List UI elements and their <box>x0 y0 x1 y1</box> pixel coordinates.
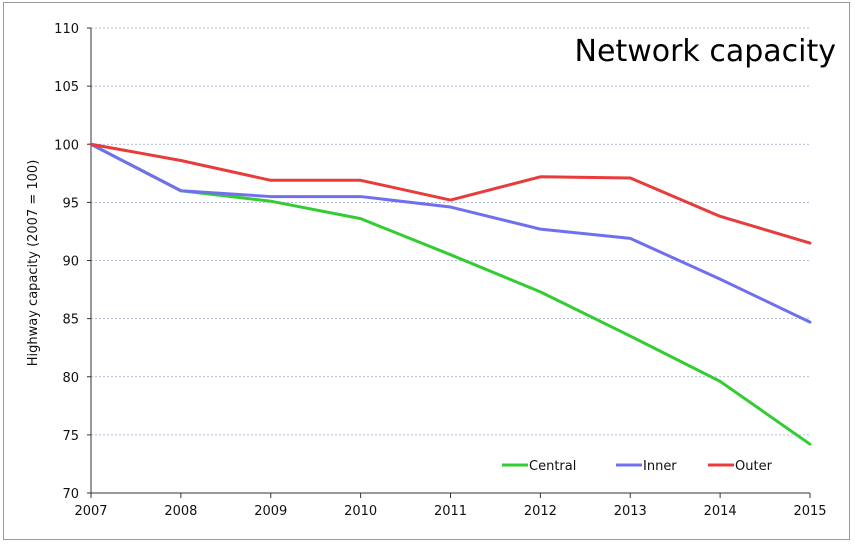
axes <box>87 27 811 498</box>
y-tick-label: 70 <box>62 487 79 502</box>
legend-label-central: Central <box>529 459 576 474</box>
y-axis-label: Highway capacity (2007 = 100) <box>26 160 41 367</box>
y-tick-label: 90 <box>62 255 79 270</box>
series-line-central <box>89 142 812 446</box>
x-tick-label: 2008 <box>164 504 197 519</box>
y-tick-labels: 70 75 80 85 90 95 100 105 110 <box>54 22 79 502</box>
y-tick-label: 85 <box>62 313 79 328</box>
legend: Central Inner Outer <box>502 459 773 474</box>
y-tick-label: 105 <box>54 80 79 95</box>
legend-label-outer: Outer <box>735 459 773 474</box>
y-tick-label: 80 <box>62 371 79 386</box>
y-tick-label: 110 <box>54 22 79 37</box>
x-tick-label: 2014 <box>704 504 737 519</box>
x-tick-label: 2009 <box>254 504 287 519</box>
x-tick-label: 2015 <box>793 504 826 519</box>
series-lines <box>89 142 812 446</box>
x-tick-label: 2011 <box>434 504 467 519</box>
x-tick-label: 2013 <box>614 504 647 519</box>
legend-label-inner: Inner <box>643 459 677 474</box>
y-tick-label: 75 <box>62 429 79 444</box>
x-tick-label: 2012 <box>524 504 557 519</box>
y-tick-label: 95 <box>62 196 79 211</box>
series-line-outer <box>89 142 812 245</box>
x-tick-labels: 2007 2008 2009 2010 2011 2012 2013 2014 2015 <box>74 504 826 519</box>
x-tick-label: 2007 <box>74 504 107 519</box>
series-line-inner <box>89 142 812 324</box>
chart-title: Network capacity <box>575 34 836 69</box>
x-tick-label: 2010 <box>344 504 377 519</box>
y-tick-label: 100 <box>54 138 79 153</box>
chart-frame: 70 75 80 85 90 95 100 105 110 2007 2008 2009 2010 20… <box>3 2 850 540</box>
